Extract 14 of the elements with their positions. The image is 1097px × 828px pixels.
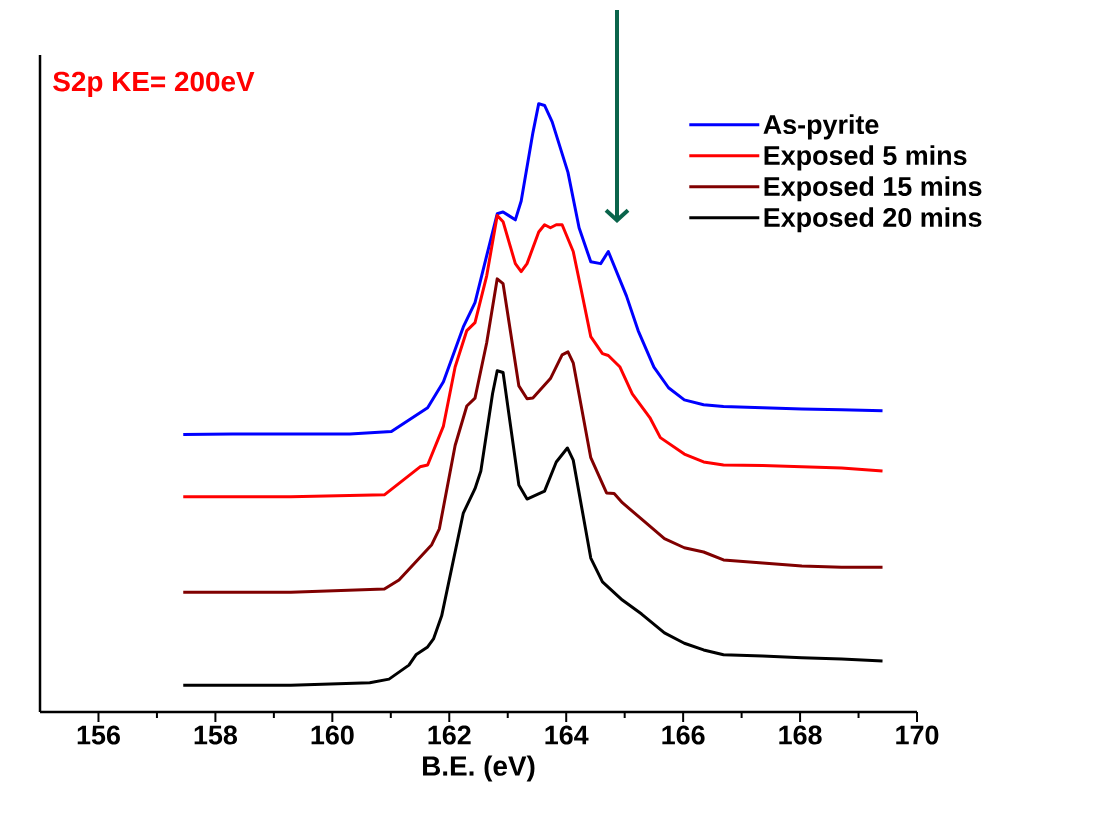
x-tick-label: 162	[428, 725, 471, 745]
text: S2p KE= 200eV	[53, 71, 255, 97]
x-tick-label: 160	[311, 725, 354, 745]
x-tick-label: 164	[545, 725, 589, 745]
x-tick-label: 168	[779, 725, 822, 745]
x-tick-label: 158	[194, 725, 238, 745]
x-tick-label: 156	[77, 725, 120, 745]
x-tick-label: 166	[662, 725, 705, 745]
legend-label: Exposed 5 mins	[764, 145, 967, 171]
x-tick-label: 170	[896, 725, 939, 745]
legend-label: Exposed 15 mins	[764, 176, 982, 202]
legend-label: Exposed 20 mins	[764, 207, 982, 233]
x-axis-title: B.E. (eV)	[423, 755, 535, 782]
legend-label: As-pyrite	[763, 114, 879, 140]
